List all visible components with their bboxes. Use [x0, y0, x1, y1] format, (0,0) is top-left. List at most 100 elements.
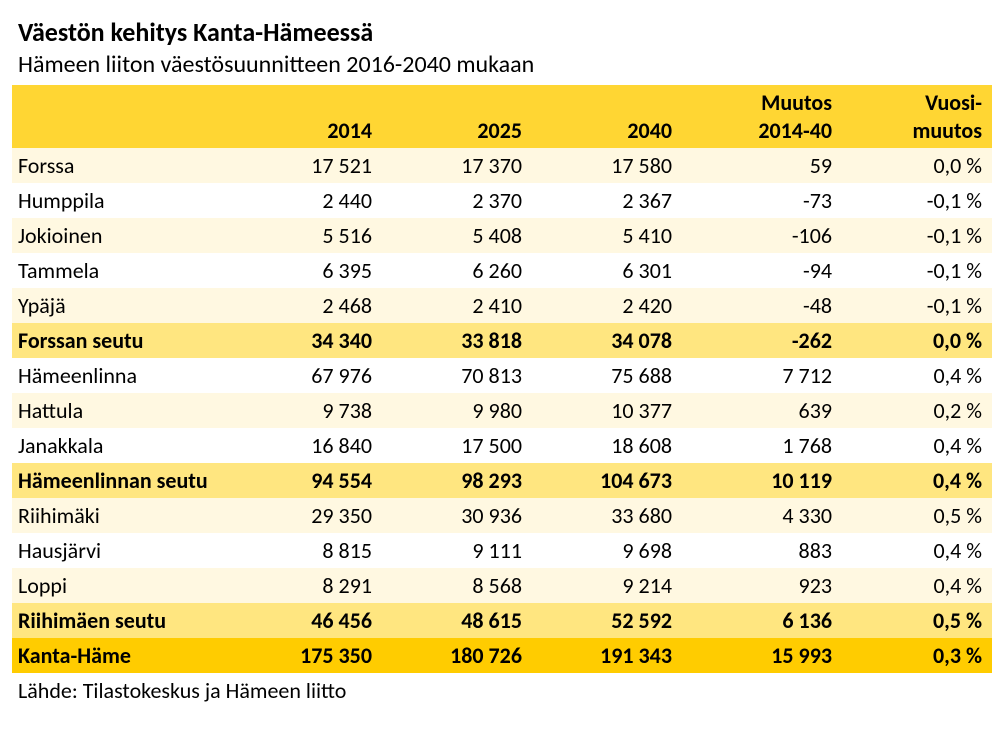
- row-value: 0,0 %: [842, 323, 992, 358]
- row-value: 9 738: [232, 393, 382, 428]
- row-value: -0,1 %: [842, 288, 992, 323]
- row-value: 10 119: [682, 463, 842, 498]
- column-header: Muutos2014-40: [682, 85, 842, 148]
- row-value: 1 768: [682, 428, 842, 463]
- row-value: 17 370: [382, 148, 532, 183]
- row-value: 48 615: [382, 603, 532, 638]
- row-value: 6 136: [682, 603, 842, 638]
- row-value: 0,2 %: [842, 393, 992, 428]
- row-label: Hausjärvi: [12, 533, 232, 568]
- row-value: 0,3 %: [842, 638, 992, 673]
- row-label: Hämeenlinnan seutu: [12, 463, 232, 498]
- table-row: Janakkala16 84017 50018 6081 7680,4 %: [12, 428, 992, 463]
- row-label: Loppi: [12, 568, 232, 603]
- table-row: Loppi8 2918 5689 2149230,4 %: [12, 568, 992, 603]
- row-value: 0,4 %: [842, 358, 992, 393]
- column-header: 2025: [382, 85, 532, 148]
- row-value: 33 680: [532, 498, 682, 533]
- row-label: Hämeenlinna: [12, 358, 232, 393]
- row-value: 34 340: [232, 323, 382, 358]
- row-value: 883: [682, 533, 842, 568]
- column-header: [12, 85, 232, 148]
- row-value: -94: [682, 253, 842, 288]
- row-value: -0,1 %: [842, 218, 992, 253]
- row-value: 0,4 %: [842, 428, 992, 463]
- row-label: Forssan seutu: [12, 323, 232, 358]
- table-header: 201420252040Muutos2014-40Vuosi-muutos: [12, 85, 992, 148]
- row-value: 180 726: [382, 638, 532, 673]
- row-value: 18 608: [532, 428, 682, 463]
- row-value: 17 521: [232, 148, 382, 183]
- row-value: 46 456: [232, 603, 382, 638]
- row-value: 175 350: [232, 638, 382, 673]
- row-value: 98 293: [382, 463, 532, 498]
- row-value: 16 840: [232, 428, 382, 463]
- row-value: 59: [682, 148, 842, 183]
- page-title: Väestön kehitys Kanta-Hämeessä: [12, 16, 985, 48]
- row-value: 2 367: [532, 183, 682, 218]
- table-row: Tammela6 3956 2606 301-94-0,1 %: [12, 253, 992, 288]
- row-value: 67 976: [232, 358, 382, 393]
- row-value: -262: [682, 323, 842, 358]
- column-header: 2014: [232, 85, 382, 148]
- table-row: Hämeenlinna67 97670 81375 6887 7120,4 %: [12, 358, 992, 393]
- row-value: 191 343: [532, 638, 682, 673]
- column-header: Vuosi-muutos: [842, 85, 992, 148]
- row-value: 17 500: [382, 428, 532, 463]
- row-value: 6 301: [532, 253, 682, 288]
- table-row: Forssa17 52117 37017 580590,0 %: [12, 148, 992, 183]
- table-body: Forssa17 52117 37017 580590,0 %Humppila2…: [12, 148, 992, 673]
- row-value: 15 993: [682, 638, 842, 673]
- population-table: 201420252040Muutos2014-40Vuosi-muutos Fo…: [12, 85, 992, 673]
- row-value: 33 818: [382, 323, 532, 358]
- row-value: 10 377: [532, 393, 682, 428]
- row-value: 5 410: [532, 218, 682, 253]
- table-row: Jokioinen5 5165 4085 410-106-0,1 %: [12, 218, 992, 253]
- row-label: Riihimäki: [12, 498, 232, 533]
- row-value: 0,4 %: [842, 533, 992, 568]
- row-value: 17 580: [532, 148, 682, 183]
- row-value: 5 408: [382, 218, 532, 253]
- row-value: 29 350: [232, 498, 382, 533]
- row-label: Forssa: [12, 148, 232, 183]
- row-value: 0,4 %: [842, 463, 992, 498]
- table-row: Riihimäen seutu46 45648 61552 5926 1360,…: [12, 603, 992, 638]
- row-value: 8 568: [382, 568, 532, 603]
- row-value: 75 688: [532, 358, 682, 393]
- row-value: 2 468: [232, 288, 382, 323]
- row-value: 2 440: [232, 183, 382, 218]
- row-value: 0,5 %: [842, 603, 992, 638]
- row-value: 7 712: [682, 358, 842, 393]
- row-value: -73: [682, 183, 842, 218]
- row-value: 9 698: [532, 533, 682, 568]
- row-value: 923: [682, 568, 842, 603]
- row-value: 70 813: [382, 358, 532, 393]
- row-value: 6 395: [232, 253, 382, 288]
- row-value: -0,1 %: [842, 183, 992, 218]
- row-value: 9 980: [382, 393, 532, 428]
- row-value: 94 554: [232, 463, 382, 498]
- table-row: Kanta-Häme175 350180 726191 34315 9930,3…: [12, 638, 992, 673]
- row-label: Hattula: [12, 393, 232, 428]
- row-value: 0,5 %: [842, 498, 992, 533]
- row-label: Riihimäen seutu: [12, 603, 232, 638]
- table-row: Riihimäki29 35030 93633 6804 3300,5 %: [12, 498, 992, 533]
- row-value: 2 410: [382, 288, 532, 323]
- table-row: Forssan seutu34 34033 81834 078-2620,0 %: [12, 323, 992, 358]
- table-row: Ypäjä2 4682 4102 420-48-0,1 %: [12, 288, 992, 323]
- row-value: 104 673: [532, 463, 682, 498]
- table-row: Hausjärvi8 8159 1119 6988830,4 %: [12, 533, 992, 568]
- table-row: Humppila2 4402 3702 367-73-0,1 %: [12, 183, 992, 218]
- row-value: 52 592: [532, 603, 682, 638]
- table-row: Hämeenlinnan seutu94 55498 293104 67310 …: [12, 463, 992, 498]
- row-value: 34 078: [532, 323, 682, 358]
- row-value: 9 111: [382, 533, 532, 568]
- row-value: 2 420: [532, 288, 682, 323]
- page-subtitle: Hämeen liiton väestösuunnitteen 2016-204…: [12, 50, 985, 79]
- row-value: 30 936: [382, 498, 532, 533]
- row-label: Humppila: [12, 183, 232, 218]
- row-label: Kanta-Häme: [12, 638, 232, 673]
- row-value: 639: [682, 393, 842, 428]
- row-value: 2 370: [382, 183, 532, 218]
- row-value: 0,4 %: [842, 568, 992, 603]
